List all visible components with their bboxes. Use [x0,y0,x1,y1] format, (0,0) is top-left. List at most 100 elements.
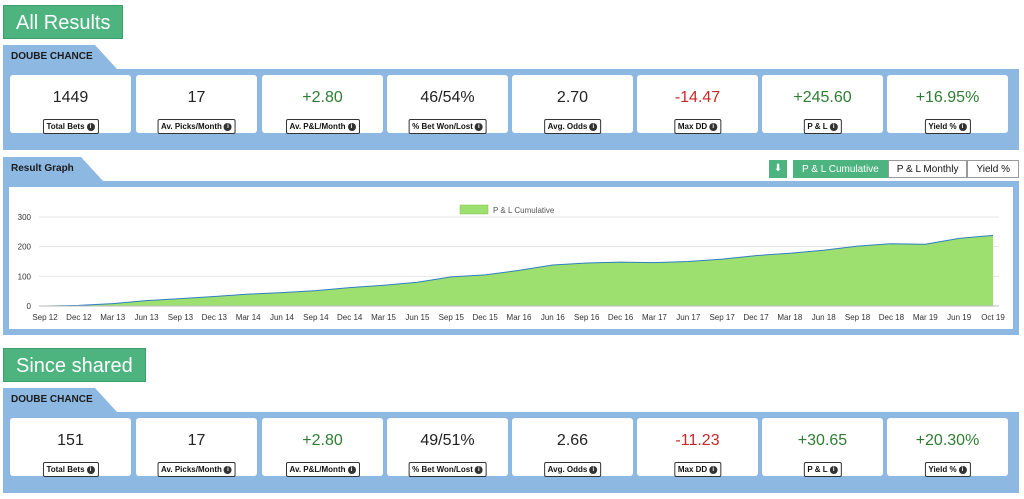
info-icon[interactable]: i [829,465,838,474]
stat-label[interactable]: Total Bets i [42,462,99,477]
x-tick-label: Sep 14 [303,313,329,322]
stat-value: 49/51% [420,432,475,449]
stat-label-text: Av. Picks/Month [161,122,222,131]
stat-label[interactable]: Avg. Odds i [543,119,602,134]
stat-value: 2.70 [556,89,589,106]
info-icon[interactable]: i [958,122,967,131]
stat-label[interactable]: Avg. Odds i [543,462,602,477]
info-icon[interactable]: i [709,122,718,131]
legend-label: P & L Cumulative [493,206,555,215]
x-tick-label: Jun 15 [405,313,430,322]
stat-label[interactable]: % Bet Won/Lost i [408,119,487,134]
stat-label-text: % Bet Won/Lost [412,122,473,131]
info-icon[interactable]: i [474,122,483,131]
info-icon[interactable]: i [223,465,232,474]
stat-value: 46/54% [420,89,475,106]
stat-label[interactable]: Total Bets i [42,119,99,134]
since-shared-stat-card: +2.80 Av. P&L/Month i [262,418,383,477]
stat-label-text: Max DD [677,465,708,474]
stat-label[interactable]: Yield % i [924,119,971,134]
x-tick-label: Mar 17 [642,313,667,322]
x-tick-label: Sep 13 [168,313,194,322]
tab-pl-monthly[interactable]: P & L Monthly [887,160,968,178]
all-results-stat-card: -14.47 Max DD i [637,75,758,134]
all-results-stats: 1449 Total Bets i 17 Av. Picks/Month i +2.80 Av… [3,69,1019,150]
x-tick-label: Mar 15 [371,313,396,322]
x-tick-label: Oct 19 [981,313,1005,322]
stat-label-text: Yield % [928,122,957,131]
all-results-stat-card: 2.70 Avg. Odds i [512,75,633,134]
stat-label[interactable]: Max DD i [673,462,722,477]
stat-label[interactable]: Av. P&L/Month i [285,119,360,134]
stat-label[interactable]: Av. Picks/Month i [157,462,236,477]
stat-label-text: P & L [807,122,828,131]
stat-label-text: Av. Picks/Month [161,465,222,474]
stat-label-text: Total Bets [46,122,85,131]
stat-value: 2.66 [556,432,589,449]
info-icon[interactable]: i [958,465,967,474]
since-shared-stats: 151 Total Bets i 17 Av. Picks/Month i +2.80 Av.… [3,412,1019,493]
info-icon[interactable]: i [829,122,838,131]
stat-label-text: P & L [807,465,828,474]
x-tick-label: Sep 15 [439,313,465,322]
x-tick-label: Sep 17 [709,313,735,322]
tab-yield[interactable]: Yield % [967,160,1019,178]
stat-label[interactable]: % Bet Won/Lost i [408,462,487,477]
all-results-stat-card: 17 Av. Picks/Month i [136,75,257,134]
x-tick-label: Dec 13 [202,313,228,322]
x-tick-label: Mar 16 [507,313,532,322]
stat-value: 17 [187,89,206,106]
all-results-stat-card: 46/54% % Bet Won/Lost i [387,75,508,134]
stat-value: +245.60 [793,89,852,106]
stat-value: 1449 [52,89,89,106]
x-tick-label: Jun 16 [541,313,566,322]
x-tick-label: Dec 16 [608,313,634,322]
info-icon[interactable]: i [474,465,483,474]
result-graph-band: 0 100 200 300 Sep 12 Dec 12 Mar 13 Jun 13 Sep 13… [3,181,1019,335]
all-results-title: All Results [3,5,124,39]
info-icon[interactable]: i [589,465,598,474]
info-icon[interactable]: i [347,465,356,474]
stat-label[interactable]: Av. Picks/Month i [157,119,236,134]
x-tick-label: Dec 17 [743,313,769,322]
stat-value: -14.47 [674,89,721,106]
since-shared-stat-card: 2.66 Avg. Odds i [512,418,633,477]
stat-label-text: Avg. Odds [547,122,588,131]
x-tick-label: Mar 19 [913,313,938,322]
stat-label-text: Av. P&L/Month [289,465,346,474]
stat-label[interactable]: Max DD i [673,119,722,134]
stat-label-text: Av. P&L/Month [289,122,346,131]
stat-value: +2.80 [302,89,343,106]
info-icon[interactable]: i [86,465,95,474]
download-icon[interactable]: ⬇ [769,160,788,178]
x-tick-label: Mar 13 [100,313,125,322]
since-shared-stat-card: 17 Av. Picks/Month i [136,418,257,477]
x-tick-label: Mar 14 [236,313,261,322]
since-shared-ribbon: DOUBE CHANCE [3,388,117,412]
since-shared-stat-card: -11.23 Max DD i [637,418,758,477]
tab-pl-cumulative[interactable]: P & L Cumulative [793,160,888,178]
info-icon[interactable]: i [347,122,356,131]
stat-label-text: Avg. Odds [547,465,588,474]
info-icon[interactable]: i [86,122,95,131]
info-icon[interactable]: i [589,122,598,131]
stat-value: +16.95% [915,89,980,106]
x-tick-label: Dec 14 [337,313,363,322]
x-tick-label: Jun 17 [676,313,701,322]
stat-label-text: % Bet Won/Lost [412,465,473,474]
all-results-stat-card: 1449 Total Bets i [10,75,131,134]
since-shared-stat-card: 49/51% % Bet Won/Lost i [387,418,508,477]
stat-label[interactable]: Yield % i [924,462,971,477]
legend-swatch [459,204,489,215]
x-tick-label: Jun 19 [947,313,972,322]
x-tick-label: Dec 18 [879,313,905,322]
info-icon[interactable]: i [223,122,232,131]
all-results-stat-card: +16.95% Yield % i [887,75,1008,134]
stat-label[interactable]: Av. P&L/Month i [285,462,360,477]
pl-cumulative-chart: 0 100 200 300 Sep 12 Dec 12 Mar 13 Jun 13 Sep 13… [18,204,1005,322]
info-icon[interactable]: i [709,465,718,474]
